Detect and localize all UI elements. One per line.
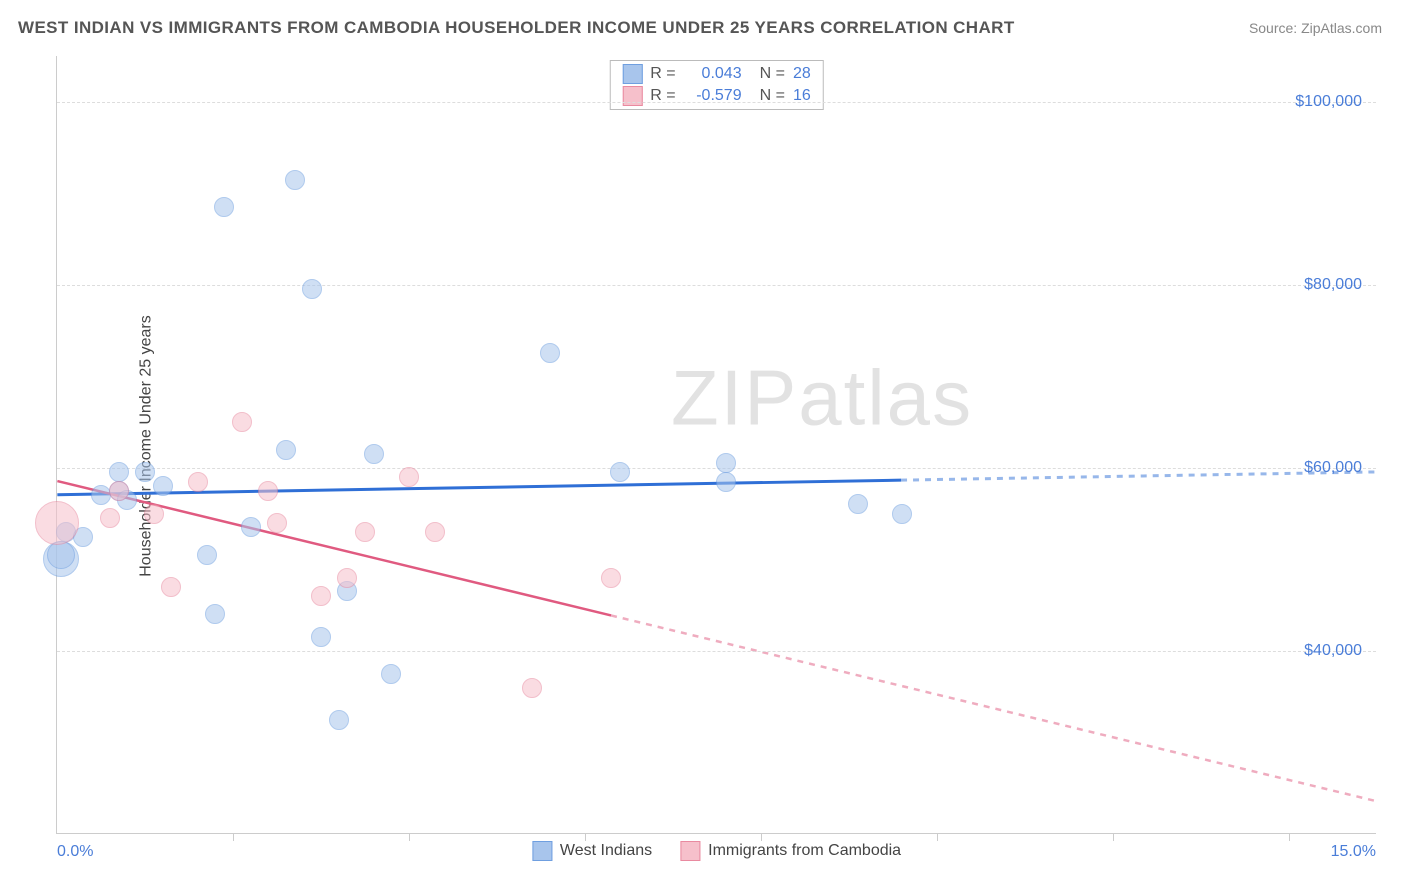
y-tick-label: $40,000 [1304,642,1362,660]
x-tick-max: 15.0% [1331,843,1376,861]
source-attribution: Source: ZipAtlas.com [1249,20,1382,36]
x-tick-mark [585,833,586,841]
data-point [153,476,173,496]
x-tick-mark [761,833,762,841]
legend-item: Immigrants from Cambodia [680,841,901,861]
legend-swatch [622,64,642,84]
data-point [205,604,225,624]
legend-swatch [680,841,700,861]
data-point [716,472,736,492]
stat-legend-row: R =-0.579N =16 [610,85,822,107]
data-point [276,440,296,460]
data-point [214,197,234,217]
stat-r-label: R = [650,65,675,83]
data-point [109,462,129,482]
data-point [311,586,331,606]
data-point [610,462,630,482]
stat-n-label: N = [760,65,785,83]
data-point [109,481,129,501]
y-tick-label: $100,000 [1295,93,1362,111]
data-point [337,568,357,588]
data-point [522,678,542,698]
data-point [241,517,261,537]
stat-r-value: 0.043 [684,65,742,83]
legend-swatch [622,86,642,106]
data-point [100,508,120,528]
data-point [144,504,164,524]
data-point [364,444,384,464]
x-tick-mark [937,833,938,841]
gridline [57,285,1376,286]
data-point [399,467,419,487]
data-point [601,568,621,588]
data-point [716,453,736,473]
y-tick-label: $80,000 [1304,276,1362,294]
legend-item: West Indians [532,841,652,861]
data-point [197,545,217,565]
data-point [425,522,445,542]
data-point [161,577,181,597]
data-point [892,504,912,524]
x-tick-mark [1289,833,1290,841]
data-point [258,481,278,501]
data-point [848,494,868,514]
stat-n-value: 28 [793,65,811,83]
data-point [47,541,75,569]
x-tick-mark [409,833,410,841]
series-legend: West Indians Immigrants from Cambodia [532,841,901,861]
data-point [540,343,560,363]
trend-line [57,481,611,615]
trend-line [611,615,1376,801]
data-point [232,412,252,432]
data-point [285,170,305,190]
data-point [135,462,155,482]
legend-swatch [532,841,552,861]
gridline [57,651,1376,652]
plot-area: ZIPatlas R = 0.043 N = 28R =-0.579N =16 0.0… [56,56,1376,834]
data-point [35,501,79,545]
trend-line [57,480,901,495]
watermark: ZIPatlas [671,352,973,443]
data-point [267,513,287,533]
data-point [302,279,322,299]
chart-title: WEST INDIAN VS IMMIGRANTS FROM CAMBODIA … [18,18,1015,38]
legend-label: Immigrants from Cambodia [708,842,901,860]
x-tick-mark [1113,833,1114,841]
data-point [329,710,349,730]
data-point [355,522,375,542]
data-point [311,627,331,647]
x-tick-mark [233,833,234,841]
trend-lines-layer [57,56,1376,833]
stat-legend-row: R = 0.043 N = 28 [610,63,822,85]
legend-label: West Indians [560,842,652,860]
data-point [381,664,401,684]
gridline [57,102,1376,103]
y-tick-label: $60,000 [1304,459,1362,477]
x-tick-min: 0.0% [57,843,93,861]
data-point [188,472,208,492]
